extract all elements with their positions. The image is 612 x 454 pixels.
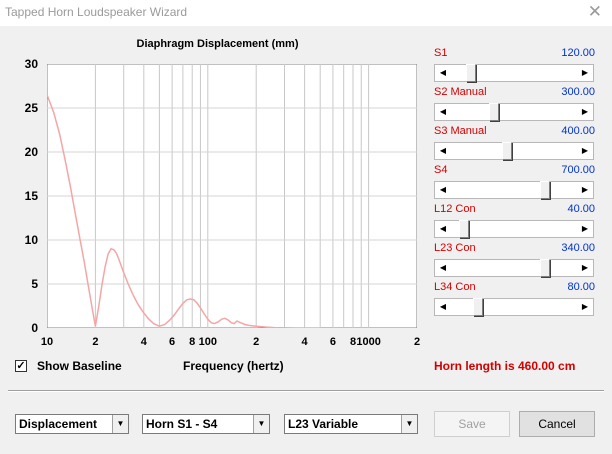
param-slider[interactable]: ◀ ▶ — [434, 142, 594, 160]
x-tick-label: 100 — [198, 336, 217, 348]
x-tick-label: 2 — [92, 336, 99, 348]
param-label: S1 — [434, 47, 448, 59]
slider-thumb[interactable] — [459, 220, 470, 238]
y-tick-label: 25 — [24, 101, 38, 115]
variable-value: L23 Variable — [288, 417, 359, 431]
param-slider[interactable]: ◀ ▶ — [434, 220, 594, 238]
arrow-right-icon[interactable]: ▶ — [581, 107, 589, 116]
arrow-left-icon[interactable]: ◀ — [439, 68, 447, 77]
y-tick-label: 10 — [24, 233, 38, 247]
separator — [8, 390, 604, 392]
plot-type-value: Displacement — [19, 417, 98, 431]
param-label: S4 — [434, 164, 448, 176]
slider-thumb[interactable] — [540, 181, 551, 199]
title-bar: Tapped Horn Loudspeaker Wizard ✕ — [0, 0, 612, 26]
param-value: 300.00 — [561, 86, 595, 98]
x-tick-label: 2 — [413, 336, 421, 348]
x-tick-label: 6 — [169, 336, 176, 348]
displacement-chart — [47, 64, 417, 328]
param-slider[interactable]: ◀ ▶ — [434, 64, 594, 82]
variable-select[interactable]: L23 Variable ▼ — [284, 414, 418, 434]
slider-thumb[interactable] — [466, 64, 477, 82]
y-tick-label: 15 — [24, 189, 38, 203]
displacement-series-line — [47, 94, 321, 328]
slider-thumb[interactable] — [473, 298, 484, 316]
x-tick-label: 4 — [140, 336, 147, 348]
param-slider[interactable]: ◀ ▶ — [434, 181, 594, 199]
arrow-right-icon[interactable]: ▶ — [581, 68, 589, 77]
arrow-left-icon[interactable]: ◀ — [439, 224, 447, 233]
param-label: S3 Manual — [434, 125, 487, 137]
param-slider[interactable]: ◀ ▶ — [434, 259, 594, 277]
horn-length-text: Horn length is 460.00 cm — [434, 359, 576, 373]
cancel-button[interactable]: Cancel — [519, 411, 595, 437]
param-value: 400.00 — [561, 125, 595, 137]
x-tick-label: 2 — [253, 336, 260, 348]
param-value: 80.00 — [567, 281, 595, 293]
show-baseline-checkbox[interactable]: ✓ — [15, 360, 27, 372]
arrow-right-icon[interactable]: ▶ — [581, 185, 589, 194]
param-label: L23 Con — [434, 242, 476, 254]
arrow-right-icon[interactable]: ▶ — [581, 224, 589, 233]
x-tick-label: 4 — [301, 336, 308, 348]
arrow-right-icon[interactable]: ▶ — [581, 302, 589, 311]
chart-title: Diaphragm Displacement (mm) — [136, 38, 299, 50]
param-slider[interactable]: ◀ ▶ — [434, 298, 594, 316]
arrow-left-icon[interactable]: ◀ — [439, 302, 447, 311]
window-title: Tapped Horn Loudspeaker Wizard — [5, 5, 188, 19]
arrow-right-icon[interactable]: ▶ — [581, 263, 589, 272]
arrow-left-icon[interactable]: ◀ — [439, 146, 447, 155]
param-value: 40.00 — [567, 203, 595, 215]
arrow-right-icon[interactable]: ▶ — [581, 146, 589, 155]
horn-section-value: Horn S1 - S4 — [146, 417, 218, 431]
save-button[interactable]: Save — [434, 411, 510, 437]
y-tick-label: 5 — [31, 277, 38, 291]
x-tick-label: 8 — [189, 336, 196, 348]
show-baseline-label[interactable]: Show Baseline — [37, 359, 122, 373]
param-slider[interactable]: ◀ ▶ — [434, 103, 594, 121]
x-tick-label: 10 — [40, 336, 54, 348]
plot-type-select[interactable]: Displacement ▼ — [15, 414, 129, 434]
chevron-down-icon[interactable]: ▼ — [253, 415, 269, 433]
x-axis-label: Frequency (hertz) — [183, 359, 284, 373]
arrow-left-icon[interactable]: ◀ — [439, 107, 447, 116]
param-value: 700.00 — [561, 164, 595, 176]
y-tick-label: 0 — [31, 321, 38, 335]
x-tick-label: 8 — [349, 336, 357, 348]
param-label: L12 Con — [434, 203, 476, 215]
chevron-down-icon[interactable]: ▼ — [112, 415, 128, 433]
x-tick-label: 6 — [329, 336, 336, 348]
param-label: L34 Con — [434, 281, 476, 293]
slider-thumb[interactable] — [489, 103, 500, 121]
horn-section-select[interactable]: Horn S1 - S4 ▼ — [142, 414, 270, 434]
param-value: 120.00 — [561, 47, 595, 59]
param-label: S2 Manual — [434, 86, 487, 98]
slider-thumb[interactable] — [502, 142, 513, 160]
y-tick-label: 30 — [24, 57, 38, 71]
slider-thumb[interactable] — [540, 259, 551, 277]
close-icon[interactable]: ✕ — [587, 2, 602, 21]
param-value: 340.00 — [561, 242, 595, 254]
chevron-down-icon[interactable]: ▼ — [401, 415, 417, 433]
x-tick-label: 1000 — [356, 336, 381, 348]
arrow-left-icon[interactable]: ◀ — [439, 263, 447, 272]
y-tick-label: 20 — [24, 145, 38, 159]
arrow-left-icon[interactable]: ◀ — [439, 185, 447, 194]
